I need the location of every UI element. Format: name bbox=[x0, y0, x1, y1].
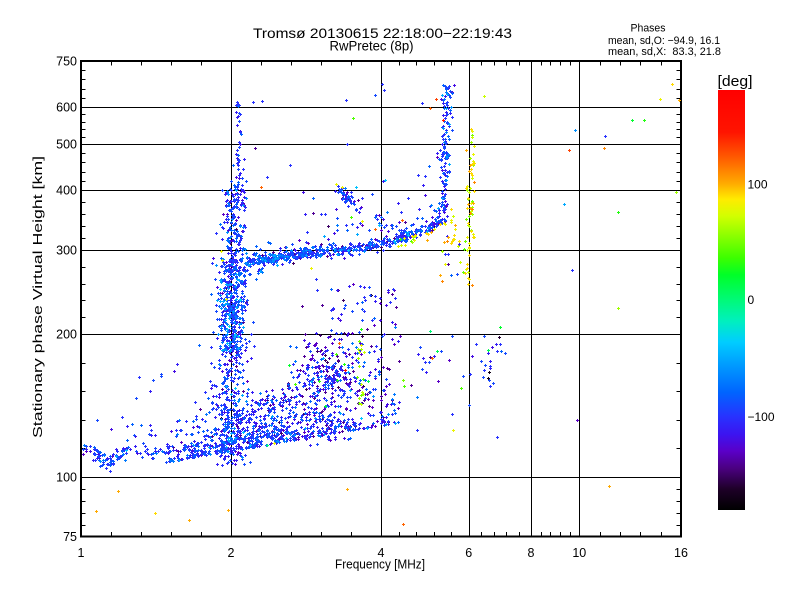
svg-text:−100: −100 bbox=[748, 410, 775, 424]
svg-text:[deg]: [deg] bbox=[718, 73, 753, 90]
svg-text:100: 100 bbox=[56, 470, 77, 484]
svg-text:300: 300 bbox=[56, 243, 77, 257]
svg-text:Phases: Phases bbox=[631, 23, 666, 35]
svg-text:2: 2 bbox=[228, 546, 235, 560]
svg-text:6: 6 bbox=[465, 546, 472, 560]
svg-text:Stationary phase Virtual Heigh: Stationary phase Virtual Height [km] bbox=[31, 156, 45, 438]
svg-text:200: 200 bbox=[56, 327, 77, 341]
svg-text:8: 8 bbox=[528, 546, 535, 560]
svg-text:600: 600 bbox=[56, 100, 77, 114]
svg-text:100: 100 bbox=[748, 177, 768, 191]
svg-text:750: 750 bbox=[56, 54, 77, 68]
svg-text:400: 400 bbox=[56, 183, 77, 197]
svg-text:RwPretec (8p): RwPretec (8p) bbox=[330, 38, 414, 54]
svg-text:10: 10 bbox=[572, 546, 586, 560]
svg-text:1: 1 bbox=[78, 546, 85, 560]
svg-text:75: 75 bbox=[63, 530, 77, 544]
svg-text:Frequency [MHz]: Frequency [MHz] bbox=[335, 558, 425, 572]
svg-text:4: 4 bbox=[378, 546, 385, 560]
svg-text:16: 16 bbox=[674, 546, 688, 560]
svg-text:mean, sd,O: −94.9, 16.1: mean, sd,O: −94.9, 16.1 bbox=[608, 35, 720, 47]
svg-text:0: 0 bbox=[748, 293, 755, 307]
svg-text:500: 500 bbox=[56, 137, 77, 151]
svg-text:mean, sd,X: 83.3, 21.8: mean, sd,X: 83.3, 21.8 bbox=[608, 46, 721, 58]
svg-text:Tromsø 20130615 22:18:00−22:19: Tromsø 20130615 22:18:00−22:19:43 bbox=[253, 25, 512, 41]
